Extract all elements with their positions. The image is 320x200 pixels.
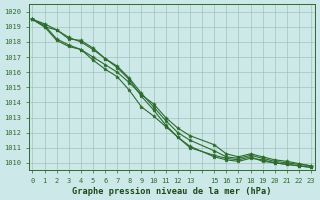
X-axis label: Graphe pression niveau de la mer (hPa): Graphe pression niveau de la mer (hPa) bbox=[72, 187, 272, 196]
